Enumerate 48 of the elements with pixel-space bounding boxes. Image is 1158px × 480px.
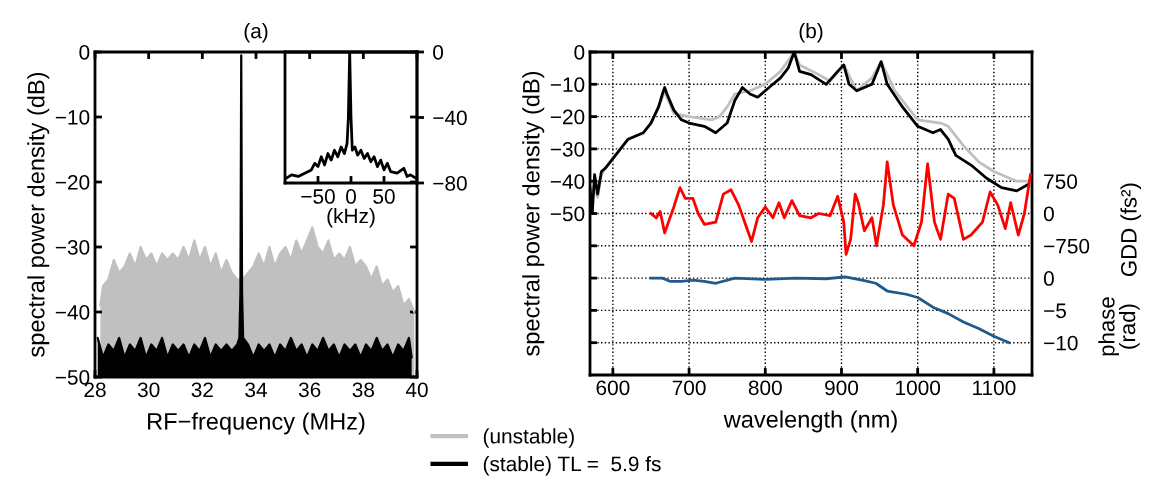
chart-title: (b) [799,23,823,43]
x-tick-label: 30 [137,382,160,398]
x-tick-label: 34 [245,382,267,398]
y-tick-label: −50 [550,206,585,222]
x-tick-label: 40 [405,382,428,398]
y-tick-label: −30 [55,240,90,255]
chart-title: (a) [244,23,268,43]
y-tick-label: 0 [574,45,585,60]
y-tick-label: −40 [433,110,467,126]
x-tick-label: 1100 [973,380,1016,396]
y2-tick-label: −750 [1044,238,1090,254]
x-tick-label: 36 [298,382,321,398]
y-tick-label: −40 [550,174,585,189]
y3-tick-label: −5 [1044,303,1066,319]
line-series [649,160,1032,256]
y-tick-label: −20 [55,175,90,190]
y2-axis-title: GDD (fs²) [1120,183,1142,277]
y-tick-label: 0 [79,45,90,60]
y2-tick-label: 750 [1044,174,1078,189]
x-axis-title: wavelength (nm) [723,410,897,433]
y3-tick-label: 0 [1043,271,1054,286]
y-axis-title: spectral power density (dB) [27,72,50,357]
x-axis-title: (kHz) [327,207,375,228]
y-tick-label: −10 [550,77,585,93]
legend-label: (stable) TL = 5.9 fs [483,456,661,476]
legend-label: (unstable) [483,428,574,448]
y-axis-title: spectral power density (dB) [522,71,545,356]
x-tick-label: 38 [352,382,375,398]
x-tick-label: −50 [301,189,335,204]
x-tick-label: 50 [373,189,395,204]
x-tick-label: 1000 [896,380,941,396]
y3-axis-title: phase (rad) [1098,297,1140,356]
x-tick-label: 32 [191,382,213,398]
y-tick-label: −40 [55,305,90,320]
x-axis-title: RF−frequency (MHz) [148,412,365,435]
y-tick-label: −80 [433,176,467,191]
y3-tick-label: −10 [1044,335,1078,351]
y-tick-label: −20 [550,109,585,125]
y-tick-label: −30 [550,141,585,157]
x-tick-label: 0 [346,189,356,204]
x-tick-label: 700 [672,380,706,396]
x-tick-label: 800 [748,380,782,396]
y-tick-label: 0 [433,45,444,60]
line-series [649,275,1011,345]
x-tick-label: 900 [825,380,859,396]
y-tick-label: −10 [55,110,90,125]
y2-tick-label: 0 [1043,206,1054,222]
x-tick-label: 600 [596,380,630,396]
